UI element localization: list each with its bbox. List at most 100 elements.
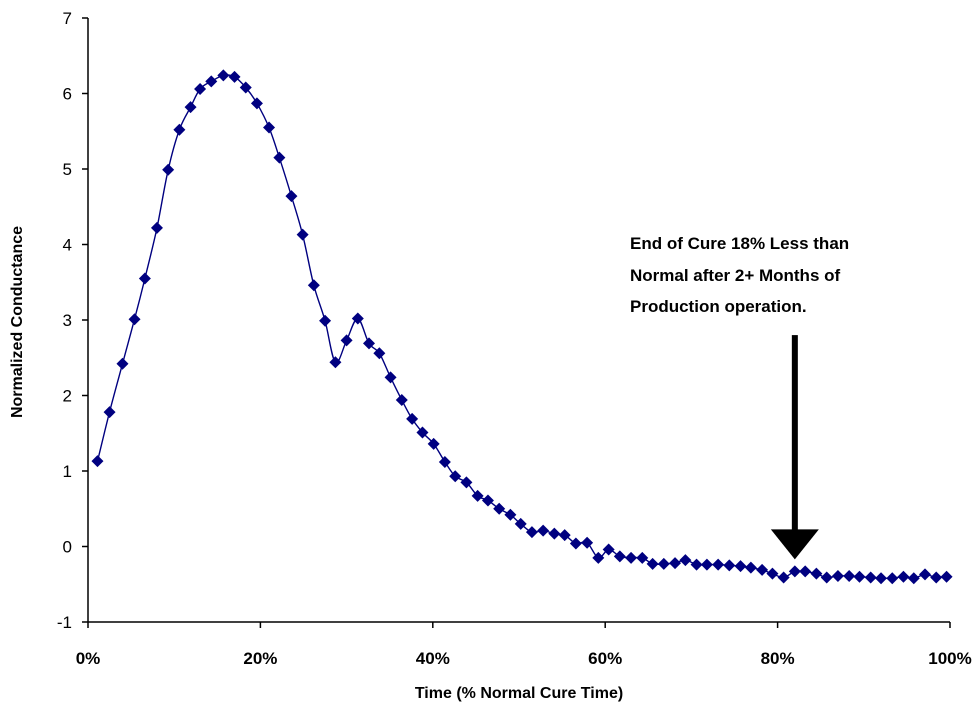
data-point xyxy=(940,570,953,583)
data-point xyxy=(116,357,129,370)
data-point xyxy=(194,82,207,95)
data-point xyxy=(636,551,649,564)
data-point xyxy=(493,502,506,515)
data-point xyxy=(150,221,163,234)
data-point xyxy=(340,334,353,347)
data-point xyxy=(919,568,932,581)
data-point xyxy=(173,123,186,136)
x-tick-label: 60% xyxy=(588,649,622,668)
data-point xyxy=(427,437,440,450)
annotation: End of Cure 18% Less than Normal after 2… xyxy=(630,234,849,560)
data-point xyxy=(930,571,943,584)
y-tick-label: 7 xyxy=(63,9,72,28)
data-point xyxy=(864,571,877,584)
data-point xyxy=(777,571,790,584)
y-axis-title: Normalized Conductance xyxy=(9,226,26,418)
data-point xyxy=(657,557,670,570)
data-point xyxy=(162,163,175,176)
y-axis: -1 0 1 2 3 4 5 6 7 xyxy=(57,9,89,632)
data-point xyxy=(329,356,342,369)
data-point xyxy=(646,557,659,570)
y-tick-label: 2 xyxy=(63,387,72,406)
data-point xyxy=(613,550,626,563)
y-tick-label: 0 xyxy=(63,538,72,557)
data-point xyxy=(395,394,408,407)
data-point xyxy=(843,569,856,582)
data-point xyxy=(250,97,263,110)
data-point xyxy=(831,569,844,582)
x-tick-label: 40% xyxy=(416,649,450,668)
data-point xyxy=(351,312,364,325)
y-tick-label: -1 xyxy=(57,613,72,632)
data-point xyxy=(581,536,594,549)
series-line xyxy=(96,74,947,580)
data-point xyxy=(886,572,899,585)
data-point xyxy=(217,69,230,82)
data-point xyxy=(669,557,682,570)
data-point xyxy=(285,190,298,203)
data-point xyxy=(319,314,332,327)
x-tick-label: 20% xyxy=(243,649,277,668)
data-point xyxy=(438,455,451,468)
data-point xyxy=(525,526,538,539)
y-tick-label: 1 xyxy=(63,462,72,481)
data-point xyxy=(756,563,769,576)
data-point xyxy=(744,561,757,574)
series-markers xyxy=(91,69,953,585)
data-point xyxy=(820,571,833,584)
data-point xyxy=(184,101,197,114)
data-point xyxy=(723,559,736,572)
data-point xyxy=(558,529,571,542)
arrow-shaft xyxy=(791,335,798,531)
annotation-line-2: Normal after 2+ Months of xyxy=(630,266,841,285)
data-point xyxy=(449,470,462,483)
data-point xyxy=(548,527,561,540)
data-point xyxy=(373,347,386,360)
x-ticks: 0% 20% 40% 60% 80% 100% xyxy=(76,622,972,668)
x-tick-label: 80% xyxy=(761,649,795,668)
data-point xyxy=(679,554,692,567)
data-point xyxy=(514,517,527,530)
data-point xyxy=(481,494,494,507)
data-point xyxy=(875,572,888,585)
x-tick-label: 100% xyxy=(928,649,971,668)
data-point xyxy=(239,81,252,94)
data-point xyxy=(592,551,605,564)
data-point xyxy=(504,508,517,521)
y-tick-label: 3 xyxy=(63,311,72,330)
data-point xyxy=(853,570,866,583)
data-point xyxy=(263,121,276,134)
y-tick-label: 5 xyxy=(63,160,72,179)
data-point xyxy=(788,565,801,578)
annotation-line-1: End of Cure 18% Less than xyxy=(630,234,849,253)
data-point xyxy=(700,558,713,571)
data-point xyxy=(205,75,218,88)
data-point xyxy=(734,560,747,573)
x-axis-title: Time (% Normal Cure Time) xyxy=(415,685,623,702)
data-point xyxy=(460,476,473,489)
y-tick-label: 4 xyxy=(63,236,72,255)
data-point xyxy=(384,371,397,384)
data-point xyxy=(416,426,429,439)
x-tick-label: 0% xyxy=(76,649,101,668)
data-point xyxy=(907,572,920,585)
data-point xyxy=(363,337,376,350)
data-point xyxy=(569,537,582,550)
data-point xyxy=(128,313,141,326)
data-point xyxy=(103,406,116,419)
y-tick-label: 6 xyxy=(63,85,72,104)
data-point xyxy=(273,151,286,164)
data-point xyxy=(625,551,638,564)
x-axis: 0% 20% 40% 60% 80% 100% xyxy=(76,621,972,668)
data-point xyxy=(471,489,484,502)
data-point xyxy=(766,567,779,580)
data-point xyxy=(602,543,615,556)
arrow-head xyxy=(770,529,819,560)
annotation-arrow xyxy=(770,335,819,560)
data-point xyxy=(897,570,910,583)
data-point xyxy=(406,412,419,425)
y-ticks: -1 0 1 2 3 4 5 6 7 xyxy=(57,9,88,632)
data-point xyxy=(307,279,320,292)
data-point xyxy=(91,455,104,468)
